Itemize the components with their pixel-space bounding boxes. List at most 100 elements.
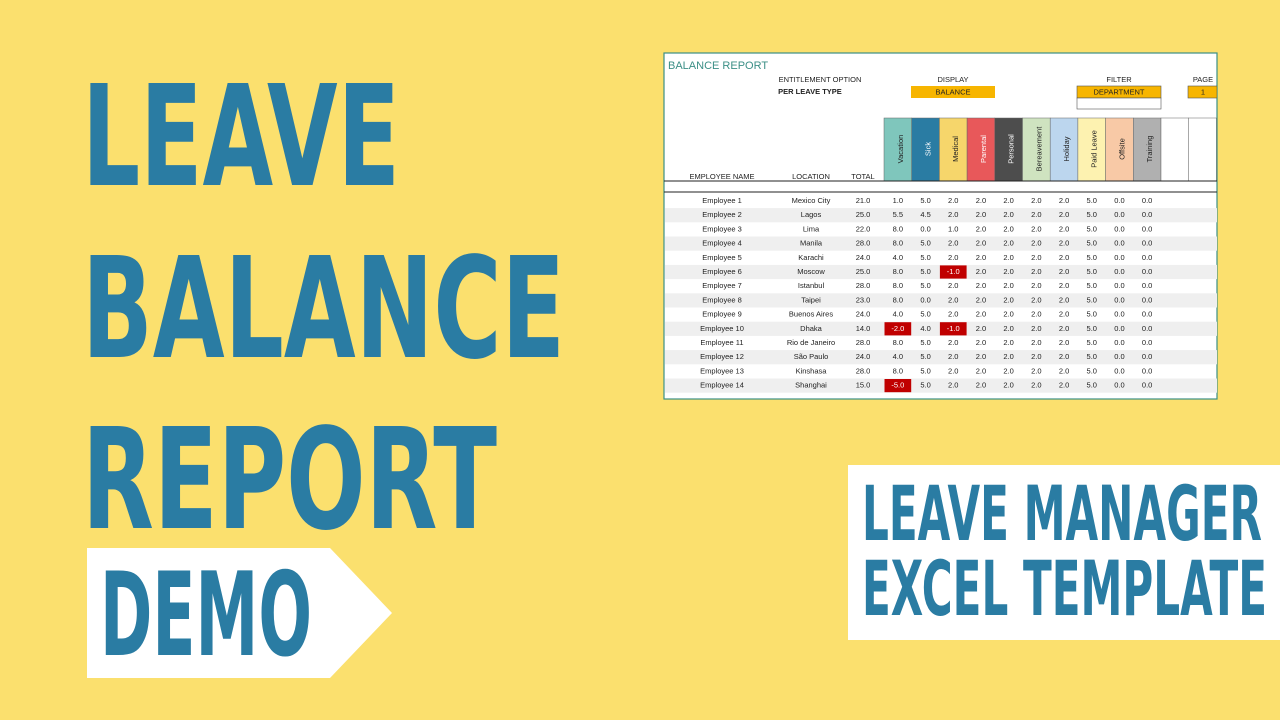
- cell: 2.0: [1059, 196, 1069, 205]
- cell: 5.0: [920, 267, 930, 276]
- cell: 2.0: [1031, 352, 1041, 361]
- cell: 23.0: [856, 295, 871, 304]
- row-band: [665, 236, 1217, 251]
- leave-type: Training: [1145, 136, 1154, 163]
- cell: 2.0: [1003, 239, 1013, 248]
- cell: 2.0: [1003, 224, 1013, 233]
- cell: 0.0: [1114, 281, 1124, 290]
- cell: 2.0: [976, 338, 986, 347]
- headline-line: LEAVE: [82, 56, 400, 219]
- headline-line: REPORT: [82, 399, 497, 562]
- cell: 4.0: [893, 253, 903, 262]
- leave-type: Paid Leave: [1090, 130, 1099, 168]
- cell: 2.0: [1059, 239, 1069, 248]
- cell: Moscow: [797, 267, 825, 276]
- cell: 5.0: [1087, 324, 1097, 333]
- cell: 2.0: [976, 210, 986, 219]
- cell: 5.0: [1087, 267, 1097, 276]
- cell: 0.0: [1142, 210, 1152, 219]
- cell: São Paulo: [794, 352, 829, 361]
- cell: 5.0: [920, 352, 930, 361]
- value: PER LEAVE TYPE: [778, 87, 842, 96]
- leave-type: Bereavement: [1034, 126, 1043, 172]
- cell: 2.0: [1031, 210, 1041, 219]
- cell: 25.0: [856, 210, 871, 219]
- leave-header: [1188, 117, 1217, 182]
- product-line: EXCEL TEMPLATE: [862, 544, 1267, 633]
- cell: -1.0: [947, 267, 960, 276]
- row-band: [665, 350, 1217, 365]
- cell: 5.0: [920, 381, 930, 390]
- cell: 8.0: [893, 281, 903, 290]
- cell: 2.0: [976, 324, 986, 333]
- cell: 0.0: [1114, 338, 1124, 347]
- cell: 8.0: [893, 224, 903, 233]
- cell: 2.0: [1031, 381, 1041, 390]
- leave-type: Personal: [1007, 134, 1016, 164]
- cell: 2.0: [948, 338, 958, 347]
- demo-label: DEMO: [100, 548, 312, 683]
- cell: 2.0: [1059, 267, 1069, 276]
- leave-header: [1133, 117, 1162, 182]
- cell: 2.0: [976, 281, 986, 290]
- headline-line: BALANCE: [82, 228, 565, 391]
- negative-cell: [884, 322, 912, 336]
- cell: 2.0: [1003, 295, 1013, 304]
- cell: 2.0: [948, 253, 958, 262]
- cell: 22.0: [856, 224, 871, 233]
- cell: Employee 2: [702, 210, 742, 219]
- cell: 0.0: [1142, 196, 1152, 205]
- leave-type: Sick: [924, 142, 933, 156]
- cell: 2.0: [1031, 224, 1041, 233]
- cell: 5.0: [920, 338, 930, 347]
- cell: 5.0: [920, 239, 930, 248]
- label: FILTER: [1106, 75, 1132, 84]
- cell: 2.0: [976, 196, 986, 205]
- leave-header: [1160, 117, 1189, 182]
- cell: 2.0: [1059, 210, 1069, 219]
- cell: 24.0: [856, 310, 871, 319]
- cell: Employee 9: [702, 310, 742, 319]
- column-header: EMPLOYEE NAME: [689, 172, 754, 181]
- cell: 2.0: [948, 295, 958, 304]
- cell: Employee 13: [700, 366, 744, 375]
- cell: 15.0: [856, 381, 871, 390]
- cell: 5.0: [920, 281, 930, 290]
- cell: 28.0: [856, 338, 871, 347]
- negative-cell: [939, 265, 967, 279]
- cell: 5.0: [1087, 338, 1097, 347]
- cell: 2.0: [948, 210, 958, 219]
- leave-header: [1022, 117, 1051, 182]
- sheet-area: BALANCE REPORT ENTITLEMENT OPTION PER LEAV…: [664, 60, 1217, 393]
- cell: 0.0: [1142, 224, 1152, 233]
- cell: Employee 12: [700, 352, 744, 361]
- cell: Employee 6: [702, 267, 742, 276]
- cell: 2.0: [948, 310, 958, 319]
- cell: 5.0: [1087, 224, 1097, 233]
- cell: 2.0: [1059, 295, 1069, 304]
- cell: Employee 3: [702, 224, 742, 233]
- cell: Istanbul: [798, 281, 825, 290]
- cell: 2.0: [1059, 338, 1069, 347]
- cell: Mexico City: [792, 196, 831, 205]
- product-line: LEAVE MANAGER: [862, 469, 1262, 558]
- cell: 24.0: [856, 352, 871, 361]
- cell: 5.0: [920, 366, 930, 375]
- cell: 28.0: [856, 366, 871, 375]
- cell: 5.0: [1087, 366, 1097, 375]
- cell: Employee 4: [702, 239, 742, 248]
- cell: 2.0: [1031, 281, 1041, 290]
- cell: 2.0: [1003, 352, 1013, 361]
- row-band: [665, 378, 1217, 393]
- cell: 2.0: [948, 366, 958, 375]
- cell: 0.0: [1114, 324, 1124, 333]
- cell: 0.0: [1142, 295, 1152, 304]
- cell: 8.0: [893, 239, 903, 248]
- leave-type: Vacation: [896, 135, 905, 164]
- label: DISPLAY: [937, 75, 968, 84]
- leave-header: [1049, 117, 1079, 182]
- cell: Employee 14: [700, 381, 744, 390]
- cell: 2.0: [1003, 210, 1013, 219]
- cell: 2.0: [976, 310, 986, 319]
